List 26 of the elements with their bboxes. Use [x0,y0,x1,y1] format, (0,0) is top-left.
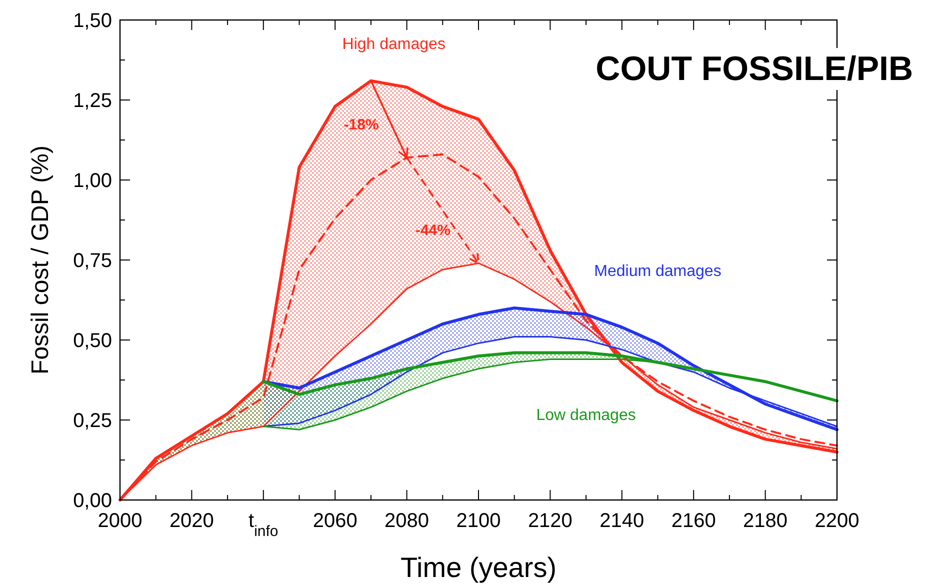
y-tick-label: 0,50 [73,330,112,352]
x-tick-label: 2180 [743,510,788,532]
x-tick-label: 2120 [528,510,572,532]
x-tick-label: 2200 [814,510,860,532]
x-axis-title: Time (years) [400,552,557,583]
x-tick-label: 2060 [312,510,358,532]
x-tick-label: 2100 [456,510,501,532]
text: Medium damages [594,263,722,280]
y-tick-label: 0,75 [73,250,112,272]
x-tick-label: 2000 [98,510,142,532]
text: High damages [342,36,446,53]
x-tick-label: 2020 [169,510,214,532]
text: Low damages [536,407,636,424]
y-tick-label: 1,25 [73,90,112,112]
y-tick-label: 0,00 [73,490,112,512]
y-tick-label: 1,50 [73,10,112,32]
x-tick-label: 2140 [600,510,644,532]
y-axis-title: Fossil cost / GDP (%) [27,146,54,374]
text: COUT FOSSILE/PIB [596,50,913,88]
y-tick-label: 0,25 [73,410,112,432]
y-tick-label: 1,00 [73,170,112,192]
x-tick-label: 2080 [384,510,430,532]
x-tick-label: t$_{info}$ [248,510,278,540]
annotation: -44% [415,222,450,240]
x-tick-label: 2160 [671,510,716,532]
annotation: -18% [344,116,379,134]
